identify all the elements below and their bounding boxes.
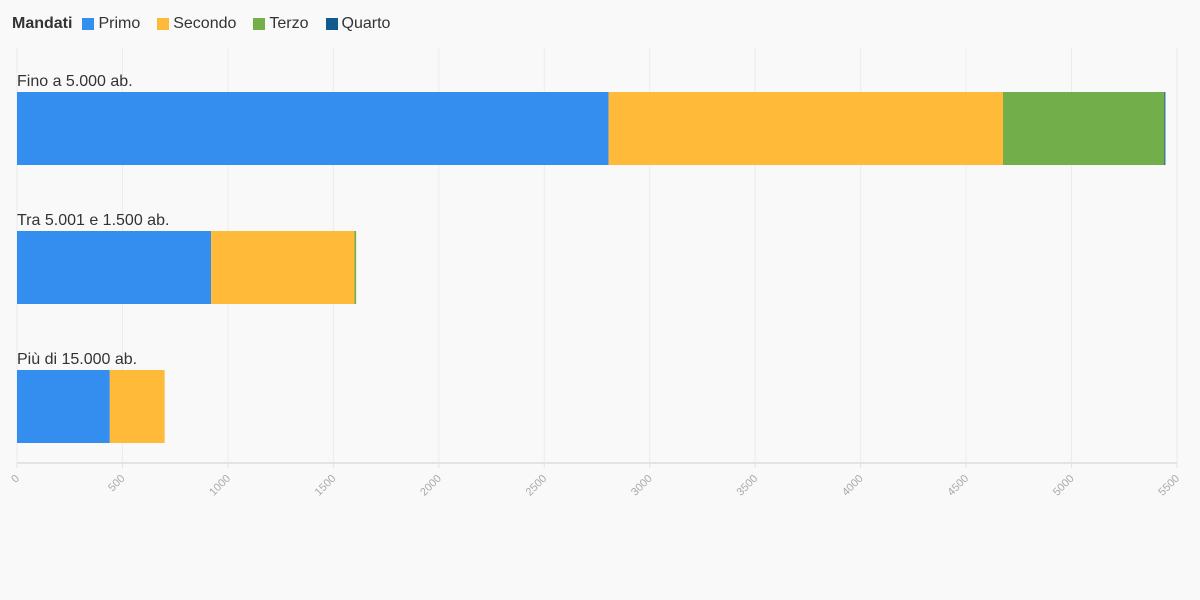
legend-label: Primo	[98, 15, 141, 32]
bar-segment-terzo	[1003, 92, 1165, 165]
legend-item-quarto[interactable]: Quarto	[325, 15, 391, 33]
bar-segment-secondo	[211, 231, 355, 304]
x-tick-label: 1500	[313, 473, 339, 499]
legend-item-terzo[interactable]: Terzo	[253, 15, 309, 33]
legend-swatch	[253, 18, 266, 30]
x-tick-label: 2500	[524, 473, 550, 499]
x-tick-label: 2000	[418, 473, 444, 499]
legend-swatch	[82, 18, 95, 30]
legend-swatch	[157, 18, 170, 30]
category-label: Più di 15.000 ab.	[17, 351, 137, 368]
legend: Mandati Primo Secondo Terzo Quarto	[12, 12, 407, 36]
legend-item-secondo[interactable]: Secondo	[157, 15, 236, 33]
x-tick-label: 4000	[840, 473, 866, 499]
bar-segment-secondo	[608, 92, 1003, 165]
bar-segment-secondo	[109, 370, 165, 443]
x-tick-label: 4500	[945, 473, 971, 499]
bar-segment-primo	[17, 92, 609, 165]
x-tick-label: 3000	[629, 473, 655, 499]
x-tick-label: 1000	[207, 473, 233, 499]
category-label: Tra 5.001 e 1.500 ab.	[17, 212, 169, 229]
legend-label: Secondo	[173, 15, 237, 32]
x-tick-label: 500	[106, 473, 127, 494]
bar-segment-primo	[17, 231, 212, 304]
x-tick-label: 0	[9, 473, 22, 486]
legend-item-primo[interactable]: Primo	[82, 15, 140, 33]
x-tick-label: 5000	[1051, 473, 1077, 499]
x-tick-label: 3500	[735, 473, 761, 499]
legend-label: Terzo	[269, 15, 309, 32]
bar-segment-primo	[17, 370, 110, 443]
legend-swatch	[325, 18, 338, 30]
bar-segment-quarto	[1164, 92, 1166, 165]
bar-segment-terzo	[354, 231, 357, 304]
category-label: Fino a 5.000 ab.	[17, 73, 133, 90]
x-tick-label: 5500	[1156, 473, 1182, 499]
legend-label: Quarto	[341, 15, 391, 32]
legend-title: Mandati	[12, 15, 73, 32]
